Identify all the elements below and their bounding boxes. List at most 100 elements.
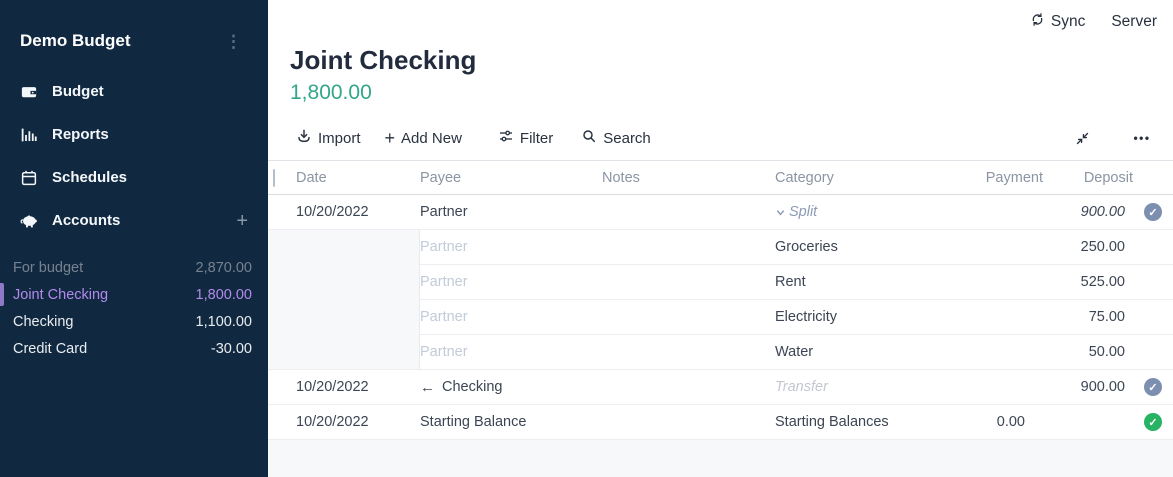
cell-payment[interactable]: [947, 195, 1043, 230]
column-header-notes[interactable]: Notes: [602, 169, 640, 186]
cell-status[interactable]: ✓: [1133, 370, 1173, 405]
cell-payment[interactable]: [947, 300, 1043, 335]
reconciled-status-icon[interactable]: ✓: [1144, 413, 1162, 431]
budget-menu-kebab-icon[interactable]: ⋮: [225, 31, 242, 51]
row-select-area[interactable]: [268, 230, 296, 265]
cell-category[interactable]: Split: [775, 195, 947, 230]
row-select-area[interactable]: [268, 405, 296, 440]
cell-category[interactable]: Water: [775, 335, 947, 370]
row-select-area[interactable]: [268, 195, 296, 230]
cell-category[interactable]: Rent: [775, 265, 947, 300]
account-row-for-budget[interactable]: For budget 2,870.00: [0, 254, 268, 281]
cell-date[interactable]: 10/20/2022: [296, 370, 420, 405]
column-header-date[interactable]: Date: [296, 169, 327, 186]
add-account-button[interactable]: +: [236, 209, 248, 232]
sidebar-item-budget[interactable]: Budget: [0, 70, 268, 113]
cell-deposit[interactable]: 75.00: [1043, 300, 1133, 335]
budget-file-header[interactable]: Demo Budget ⋮: [0, 24, 268, 58]
collapse-rows-button[interactable]: [1069, 126, 1095, 150]
table-row[interactable]: ← Partner Water 50.00 ✓: [268, 335, 1173, 370]
cell-category[interactable]: Groceries: [775, 230, 947, 265]
table-row[interactable]: ← Partner Rent 525.00 ✓: [268, 265, 1173, 300]
cell-date[interactable]: [296, 265, 420, 300]
cell-deposit[interactable]: 900.00: [1043, 195, 1133, 230]
sidebar-item-label: Budget: [52, 83, 104, 100]
sidebar-item-reports[interactable]: Reports: [0, 113, 268, 156]
account-row-joint-checking[interactable]: Joint Checking 1,800.00: [0, 281, 268, 308]
cell-category[interactable]: Starting Balances: [775, 405, 947, 440]
ellipsis-icon: •••: [1133, 131, 1151, 145]
cell-deposit[interactable]: 250.00: [1043, 230, 1133, 265]
cleared-status-icon[interactable]: ✓: [1144, 203, 1162, 221]
cell-payment[interactable]: [947, 335, 1043, 370]
cell-date[interactable]: 10/20/2022: [296, 195, 420, 230]
cell-status[interactable]: ✓: [1133, 335, 1173, 370]
account-row-credit-card[interactable]: Credit Card -30.00: [0, 335, 268, 362]
cell-deposit[interactable]: 900.00: [1043, 370, 1133, 405]
search-button[interactable]: Search: [581, 128, 651, 148]
table-row[interactable]: ← Partner Electricity 75.00 ✓: [268, 300, 1173, 335]
cell-payee[interactable]: ← Partner: [420, 300, 602, 335]
accounts-list: For budget 2,870.00 Joint Checking 1,800…: [0, 254, 268, 362]
cell-payee[interactable]: ← Partner: [420, 230, 602, 265]
server-button[interactable]: Server: [1111, 13, 1157, 31]
cell-date[interactable]: [296, 335, 420, 370]
cell-notes[interactable]: [602, 265, 775, 300]
cell-notes[interactable]: [602, 230, 775, 265]
more-options-button[interactable]: •••: [1129, 126, 1155, 150]
cell-status[interactable]: ✓: [1133, 300, 1173, 335]
cleared-status-icon[interactable]: ✓: [1144, 378, 1162, 396]
table-row[interactable]: ← Partner Groceries 250.00 ✓: [268, 230, 1173, 265]
cell-status[interactable]: ✓: [1133, 195, 1173, 230]
cell-deposit[interactable]: 525.00: [1043, 265, 1133, 300]
cell-notes[interactable]: [602, 335, 775, 370]
page-title[interactable]: Joint Checking: [290, 45, 477, 75]
cell-payee[interactable]: ← Partner: [420, 335, 602, 370]
cell-payee[interactable]: ← Partner: [420, 195, 602, 230]
column-header-payment[interactable]: Payment: [985, 169, 1043, 186]
add-new-button[interactable]: + Add New: [385, 128, 462, 149]
column-header-deposit[interactable]: Deposit: [1083, 169, 1133, 186]
cell-notes[interactable]: [602, 300, 775, 335]
account-balance: 2,870.00: [195, 259, 252, 276]
row-select-area[interactable]: [268, 265, 296, 300]
row-select-area[interactable]: [268, 300, 296, 335]
sidebar: Demo Budget ⋮ Budget Reports Schedules: [0, 0, 268, 477]
sidebar-item-accounts[interactable]: Accounts +: [0, 199, 268, 242]
sidebar-item-schedules[interactable]: Schedules: [0, 156, 268, 199]
cell-status[interactable]: ✓: [1133, 405, 1173, 440]
table-row[interactable]: 10/20/2022 ← Checking Transfer 900.00 ✓: [268, 370, 1173, 405]
cell-notes[interactable]: [602, 195, 775, 230]
row-select-area[interactable]: [268, 370, 296, 405]
cell-payee[interactable]: ← Partner: [420, 265, 602, 300]
cell-payment[interactable]: [947, 370, 1043, 405]
cell-status[interactable]: ✓: [1133, 230, 1173, 265]
cell-payment[interactable]: [947, 230, 1043, 265]
cell-payee[interactable]: ← Checking: [420, 370, 602, 405]
cell-date[interactable]: 10/20/2022: [296, 405, 420, 440]
cell-category[interactable]: Transfer: [775, 370, 947, 405]
table-row[interactable]: 10/20/2022 ← Partner Split 900.00 ✓: [268, 195, 1173, 230]
cell-date[interactable]: [296, 230, 420, 265]
account-balance-total[interactable]: 1,800.00: [290, 81, 372, 104]
import-button[interactable]: Import: [296, 128, 361, 148]
sync-button[interactable]: Sync: [1030, 12, 1085, 32]
row-select-area[interactable]: [268, 335, 296, 370]
cell-payment[interactable]: [947, 265, 1043, 300]
cell-deposit[interactable]: [1043, 405, 1133, 440]
filter-button[interactable]: Filter: [498, 128, 553, 148]
column-header-category[interactable]: Category: [775, 169, 834, 186]
cell-payee[interactable]: ← Starting Balance: [420, 405, 602, 440]
cell-payment[interactable]: 0.00: [947, 405, 1043, 440]
select-all-checkbox[interactable]: [273, 168, 275, 187]
budget-file-name[interactable]: Demo Budget: [20, 31, 131, 50]
cell-notes[interactable]: [602, 405, 775, 440]
cell-deposit[interactable]: 50.00: [1043, 335, 1133, 370]
cell-notes[interactable]: [602, 370, 775, 405]
column-header-payee[interactable]: Payee: [420, 169, 462, 186]
table-row[interactable]: 10/20/2022 ← Starting Balance Starting B…: [268, 405, 1173, 440]
cell-status[interactable]: ✓: [1133, 265, 1173, 300]
account-row-checking[interactable]: Checking 1,100.00: [0, 308, 268, 335]
cell-category[interactable]: Electricity: [775, 300, 947, 335]
cell-date[interactable]: [296, 300, 420, 335]
